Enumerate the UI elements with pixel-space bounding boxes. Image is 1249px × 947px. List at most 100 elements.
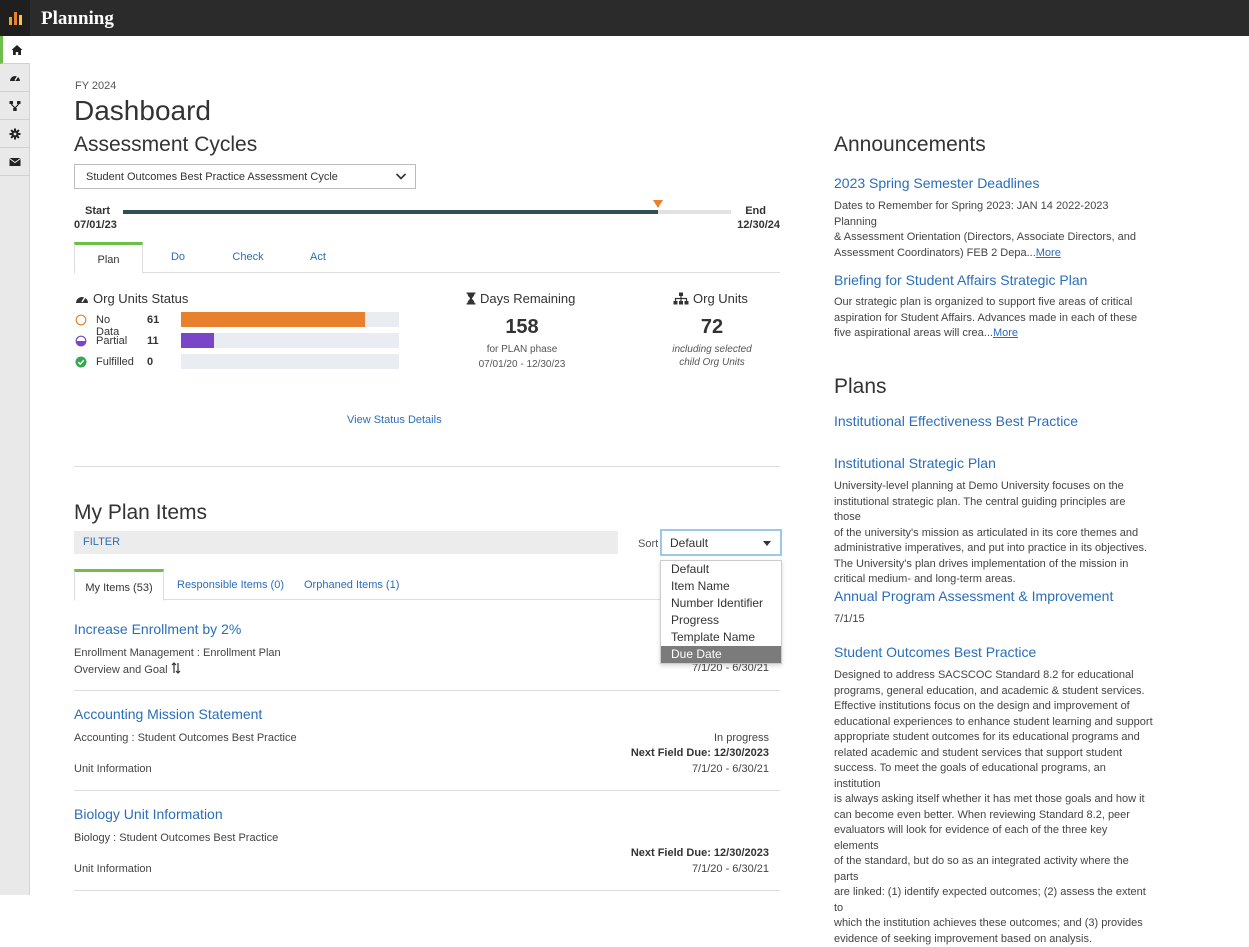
plan-line: educational experiences to enhance stude… xyxy=(834,715,1154,731)
timeline-start: Start 07/01/23 xyxy=(74,204,117,232)
plan-line: Effective institutions focus on the desi… xyxy=(834,699,1154,715)
plan-item-title[interactable]: Increase Enrollment by 2% xyxy=(74,621,241,637)
plan-line: critical medium- and long-term areas. xyxy=(834,572,1154,588)
app-logo-icon[interactable] xyxy=(0,0,30,36)
sort-option-default[interactable]: Default xyxy=(661,561,781,578)
status-row-partial: Partial 11 xyxy=(75,333,87,349)
plans-heading: Plans xyxy=(834,375,887,399)
timeline-end: End 12/30/24 xyxy=(720,204,780,232)
status-row-fulfilled: Fulfilled 0 xyxy=(75,354,87,370)
plan-item-subtitle: Biology : Student Outcomes Best Practice xyxy=(74,832,278,844)
cycle-select[interactable]: Student Outcomes Best Practice Assessmen… xyxy=(74,164,416,189)
item-divider xyxy=(74,690,780,691)
cycle-select-value: Student Outcomes Best Practice Assessmen… xyxy=(86,171,338,183)
announcement-line: Assessment Coordinators) FEB 2 Depa...Mo… xyxy=(834,246,1154,262)
item-divider xyxy=(74,890,780,891)
tab-responsible-items[interactable]: Responsible Items (0) xyxy=(177,569,284,600)
status-count: 0 xyxy=(147,356,153,368)
section-divider xyxy=(74,466,780,467)
sort-option-template-name[interactable]: Template Name xyxy=(661,629,781,646)
announcement-line: five aspirational areas will crea...More xyxy=(834,326,1154,342)
announcement-line: Dates to Remember for Spring 2023: JAN 1… xyxy=(834,199,1154,230)
days-remaining-heading: Days Remaining xyxy=(466,291,575,306)
plan-title[interactable]: Institutional Effectiveness Best Practic… xyxy=(834,413,1078,429)
plan-line: institutional strategic plan. The centra… xyxy=(834,495,1154,526)
announcement-body: Our strategic plan is organized to suppo… xyxy=(834,295,1154,342)
plan-line: can become even better. When reviewing S… xyxy=(834,808,1154,824)
status-label: Fulfilled xyxy=(96,356,134,368)
announcement-more-link[interactable]: More xyxy=(993,327,1018,339)
my-plan-items-heading: My Plan Items xyxy=(74,501,207,525)
tab-my-items[interactable]: My Items (53) xyxy=(74,569,164,601)
tab-plan[interactable]: Plan xyxy=(74,242,143,274)
nav-home[interactable] xyxy=(0,36,30,64)
tab-do[interactable]: Do xyxy=(158,242,198,273)
status-bar xyxy=(181,354,399,369)
status-bar-fill xyxy=(181,312,365,327)
plan-line: is always asking itself whether it has m… xyxy=(834,792,1154,808)
plan-line: 7/1/15 xyxy=(834,612,1154,628)
item-divider xyxy=(74,790,780,791)
days-remaining-title: Days Remaining xyxy=(480,291,575,306)
plan-title[interactable]: Annual Program Assessment & Improvement xyxy=(834,588,1113,604)
announcements-heading: Announcements xyxy=(834,133,986,157)
gear-icon xyxy=(9,128,21,140)
top-bar: Planning xyxy=(0,0,1249,36)
status-count: 11 xyxy=(147,335,159,347)
plan-description: University-level planning at Demo Univer… xyxy=(834,479,1154,588)
sort-option-item-name[interactable]: Item Name xyxy=(661,578,781,595)
org-units-title: Org Units xyxy=(693,291,748,306)
sort-option-number-identifier[interactable]: Number Identifier xyxy=(661,595,781,612)
sort-arrows-icon[interactable] xyxy=(171,662,181,674)
announcement-line: aspiration for Student Affairs. Advances… xyxy=(834,311,1154,327)
nav-sitemap[interactable] xyxy=(0,92,30,120)
plan-line: of the standard, but do so as an integra… xyxy=(834,854,1154,885)
plan-item-status: In progress xyxy=(469,732,769,744)
plan-item-template: Overview and Goal xyxy=(74,662,181,676)
plan-item-subtitle: Accounting : Student Outcomes Best Pract… xyxy=(74,732,297,744)
status-bar xyxy=(181,312,399,327)
hourglass-icon xyxy=(466,292,476,305)
tab-orphaned-items[interactable]: Orphaned Items (1) xyxy=(304,569,399,600)
sort-select[interactable]: Default xyxy=(660,529,782,556)
tab-check[interactable]: Check xyxy=(226,242,270,273)
tab-act[interactable]: Act xyxy=(302,242,334,273)
sort-option-progress[interactable]: Progress xyxy=(661,612,781,629)
half-circle-icon xyxy=(75,335,87,347)
sort-option-due-date[interactable]: Due Date xyxy=(661,646,781,663)
timeline-start-label: Start xyxy=(74,204,117,218)
plan-item-template: Unit Information xyxy=(74,763,152,775)
org-status-heading: Org Units Status xyxy=(75,291,188,306)
home-icon xyxy=(11,44,23,56)
plan-item-next-due: Next Field Due: 12/30/2023 xyxy=(469,747,769,759)
nav-messages[interactable] xyxy=(0,148,30,176)
plan-description: 7/1/15 xyxy=(834,612,1154,628)
nav-dashboard[interactable] xyxy=(0,64,30,92)
plan-line: which the institution achieves these out… xyxy=(834,916,1154,932)
announcement-body: Dates to Remember for Spring 2023: JAN 1… xyxy=(834,199,1154,261)
days-remaining-phase: for PLAN phase xyxy=(442,342,602,357)
plan-line: related academic and student services th… xyxy=(834,746,1154,762)
plan-line: are linked: (1) identify expected outcom… xyxy=(834,885,1154,916)
announcement-line-text: five aspirational areas will crea... xyxy=(834,327,993,339)
announcement-title[interactable]: 2023 Spring Semester Deadlines xyxy=(834,175,1039,191)
announcement-line: & Assessment Orientation (Directors, Ass… xyxy=(834,230,1154,246)
app-title: Planning xyxy=(41,8,114,30)
circle-outline-icon xyxy=(75,314,87,326)
org-units-value: 72 xyxy=(652,316,772,339)
plan-item-title[interactable]: Accounting Mission Statement xyxy=(74,706,262,722)
announcement-title[interactable]: Briefing for Student Affairs Strategic P… xyxy=(834,272,1087,288)
dashboard-icon xyxy=(9,72,21,84)
assessment-cycles-heading: Assessment Cycles xyxy=(74,133,257,157)
plan-description: Designed to address SACSCOC Standard 8.2… xyxy=(834,668,1154,947)
status-label: Partial xyxy=(96,335,127,347)
view-status-details-link[interactable]: View Status Details xyxy=(347,414,442,426)
announcement-more-link[interactable]: More xyxy=(1036,247,1061,259)
plan-line: University-level planning at Demo Univer… xyxy=(834,479,1154,495)
chevron-down-icon xyxy=(395,170,407,182)
filter-bar[interactable]: FILTER xyxy=(74,531,618,554)
nav-settings[interactable] xyxy=(0,120,30,148)
plan-title[interactable]: Student Outcomes Best Practice xyxy=(834,644,1036,660)
plan-title[interactable]: Institutional Strategic Plan xyxy=(834,455,996,471)
plan-item-title[interactable]: Biology Unit Information xyxy=(74,806,223,822)
